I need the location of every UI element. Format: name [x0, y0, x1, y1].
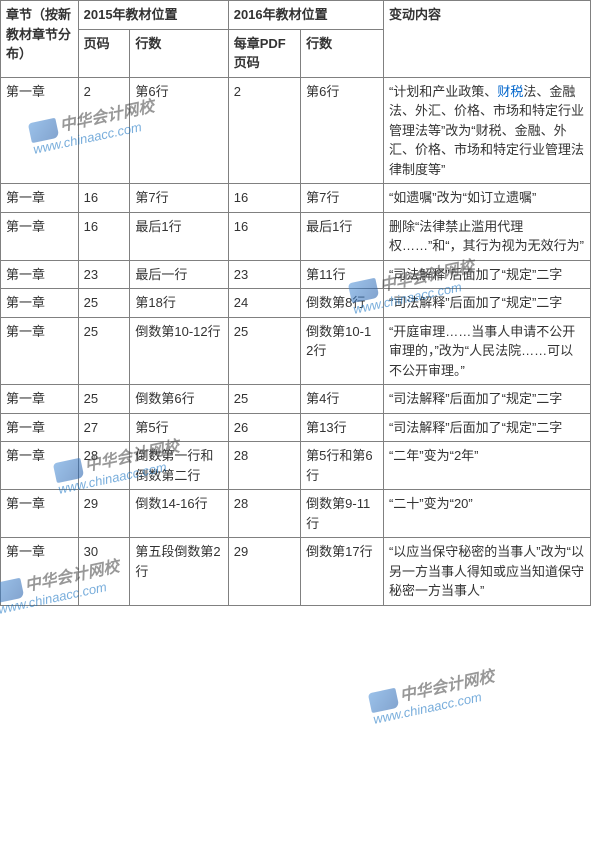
table-row: 第一章16第7行16第7行“如遗嘱”改为“如订立遗嘱”	[1, 184, 591, 213]
cell-l16: 第5行和第6行	[301, 442, 384, 490]
cell-p15: 23	[78, 260, 130, 289]
cell-chapter: 第一章	[1, 289, 79, 318]
cell-change: “计划和产业政策、财税法、金融法、外汇、价格、市场和特定行业管理法等”改为“财税…	[383, 77, 590, 184]
cell-chapter: 第一章	[1, 317, 79, 385]
table-row: 第一章25倒数第6行25第4行“司法解释”后面加了“规定”二字	[1, 385, 591, 414]
table-body: 第一章2第6行2第6行“计划和产业政策、财税法、金融法、外汇、价格、市场和特定行…	[1, 77, 591, 605]
cell-l15: 第五段倒数第2行	[130, 538, 228, 606]
cell-l15: 最后一行	[130, 260, 228, 289]
cell-l16: 倒数第9-11行	[301, 490, 384, 538]
table-row: 第一章29倒数14-16行28倒数第9-11行“二十”变为“20”	[1, 490, 591, 538]
cell-p15: 25	[78, 289, 130, 318]
cell-l15: 最后1行	[130, 212, 228, 260]
cell-p15: 29	[78, 490, 130, 538]
cell-chapter: 第一章	[1, 212, 79, 260]
header-change: 变动内容	[383, 1, 590, 78]
cell-p16: 29	[228, 538, 300, 606]
cell-l16: 倒数第17行	[301, 538, 384, 606]
table-row: 第一章30第五段倒数第2行29倒数第17行“以应当保守秘密的当事人”改为“以另一…	[1, 538, 591, 606]
cell-l15: 第18行	[130, 289, 228, 318]
cell-l15: 第5行	[130, 413, 228, 442]
cell-chapter: 第一章	[1, 538, 79, 606]
cell-p16: 16	[228, 184, 300, 213]
cell-l15: 倒数14-16行	[130, 490, 228, 538]
cell-p15: 25	[78, 317, 130, 385]
cell-p16: 16	[228, 212, 300, 260]
header-2015-group: 2015年教材位置	[78, 1, 228, 30]
page: 章节（按新教材章节分布） 2015年教材位置 2016年教材位置 变动内容 页码…	[0, 0, 591, 606]
watermark-logo-icon	[368, 688, 400, 713]
table-row: 第一章23最后一行23第11行“司法解释”后面加了“规定”二字	[1, 260, 591, 289]
cell-p16: 25	[228, 317, 300, 385]
cell-p16: 2	[228, 77, 300, 184]
cell-change: 删除“法律禁止滥用代理权……”和“，其行为视为无效行为”	[383, 212, 590, 260]
cell-l16: 第11行	[301, 260, 384, 289]
cell-change: “二年”变为“2年”	[383, 442, 590, 490]
cell-chapter: 第一章	[1, 490, 79, 538]
cell-p16: 26	[228, 413, 300, 442]
cell-l15: 第7行	[130, 184, 228, 213]
cell-change: “二十”变为“20”	[383, 490, 590, 538]
header-2016-group: 2016年教材位置	[228, 1, 383, 30]
table-row: 第一章28倒数第一行和倒数第二行28第5行和第6行“二年”变为“2年”	[1, 442, 591, 490]
cell-chapter: 第一章	[1, 77, 79, 184]
cell-chapter: 第一章	[1, 413, 79, 442]
change-text: “计划和产业政策、	[389, 84, 497, 99]
watermark: 中华会计网校 www.chinaacc.com	[368, 667, 499, 727]
cell-l16: 第6行	[301, 77, 384, 184]
cell-change: “如遗嘱”改为“如订立遗嘱”	[383, 184, 590, 213]
cell-chapter: 第一章	[1, 385, 79, 414]
cell-change: “司法解释”后面加了“规定”二字	[383, 385, 590, 414]
header-page2015: 页码	[78, 29, 130, 77]
cell-p15: 16	[78, 212, 130, 260]
tax-law-link[interactable]: 财税	[497, 84, 523, 99]
table-row: 第一章16最后1行16最后1行删除“法律禁止滥用代理权……”和“，其行为视为无效…	[1, 212, 591, 260]
watermark-title: 中华会计网校	[398, 668, 495, 705]
cell-l15: 第6行	[130, 77, 228, 184]
cell-change: “司法解释”后面加了“规定”二字	[383, 260, 590, 289]
cell-l15: 倒数第一行和倒数第二行	[130, 442, 228, 490]
header-line2016: 行数	[301, 29, 384, 77]
cell-l16: 第7行	[301, 184, 384, 213]
cell-p15: 25	[78, 385, 130, 414]
header-chapter: 章节（按新教材章节分布）	[1, 1, 79, 78]
cell-p15: 28	[78, 442, 130, 490]
cell-change: “司法解释”后面加了“规定”二字	[383, 413, 590, 442]
cell-p15: 30	[78, 538, 130, 606]
cell-change: “司法解释”后面加了“规定”二字	[383, 289, 590, 318]
table-row: 第一章2第6行2第6行“计划和产业政策、财税法、金融法、外汇、价格、市场和特定行…	[1, 77, 591, 184]
cell-l16: 倒数第8行	[301, 289, 384, 318]
table-row: 第一章25第18行24倒数第8行“司法解释”后面加了“规定”二字	[1, 289, 591, 318]
cell-p15: 16	[78, 184, 130, 213]
header-line2015: 行数	[130, 29, 228, 77]
cell-chapter: 第一章	[1, 260, 79, 289]
cell-change: “以应当保守秘密的当事人”改为“以另一方当事人得知或应当知道保守秘密一方当事人”	[383, 538, 590, 606]
cell-change: “开庭审理……当事人申请不公开审理的，”改为“人民法院……可以不公开审理。”	[383, 317, 590, 385]
cell-p15: 27	[78, 413, 130, 442]
comparison-table: 章节（按新教材章节分布） 2015年教材位置 2016年教材位置 变动内容 页码…	[0, 0, 591, 606]
cell-p16: 25	[228, 385, 300, 414]
cell-p16: 28	[228, 490, 300, 538]
cell-p16: 23	[228, 260, 300, 289]
table-row: 第一章27第5行26第13行“司法解释”后面加了“规定”二字	[1, 413, 591, 442]
cell-l15: 倒数第10-12行	[130, 317, 228, 385]
watermark-url: www.chinaacc.com	[372, 687, 499, 727]
cell-l16: 最后1行	[301, 212, 384, 260]
cell-l16: 倒数第10-12行	[301, 317, 384, 385]
cell-l16: 第13行	[301, 413, 384, 442]
cell-l16: 第4行	[301, 385, 384, 414]
cell-chapter: 第一章	[1, 442, 79, 490]
table-row: 第一章25倒数第10-12行25倒数第10-12行“开庭审理……当事人申请不公开…	[1, 317, 591, 385]
cell-p16: 24	[228, 289, 300, 318]
cell-p16: 28	[228, 442, 300, 490]
header-page2016: 每章PDF页码	[228, 29, 300, 77]
cell-p15: 2	[78, 77, 130, 184]
cell-chapter: 第一章	[1, 184, 79, 213]
cell-l15: 倒数第6行	[130, 385, 228, 414]
table-header: 章节（按新教材章节分布） 2015年教材位置 2016年教材位置 变动内容 页码…	[1, 1, 591, 78]
